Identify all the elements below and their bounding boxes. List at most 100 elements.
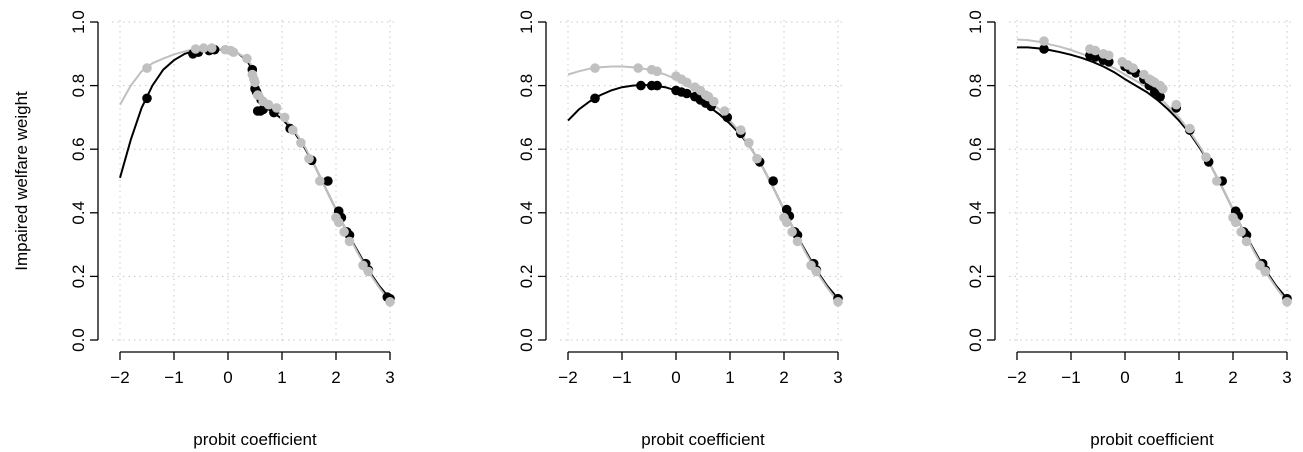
data-point (1212, 176, 1222, 186)
panel-left: −2 −1 0 1 2 3 0.0 0.2 0.4 0.6 0.8 1.0 probit coeffic… (12, 10, 398, 449)
data-point (719, 106, 730, 116)
data-point (315, 176, 325, 186)
series-line (567, 83, 839, 300)
data-point (1171, 99, 1182, 110)
y-tick-label: 0.8 (517, 74, 536, 98)
data-point (736, 125, 746, 135)
y-tick-label: 0.8 (966, 74, 985, 98)
x-tick-label: 3 (385, 368, 394, 387)
y-tick-label: 0.4 (69, 201, 88, 225)
data-point (806, 260, 816, 271)
y-tick-label: 1.0 (966, 10, 985, 34)
data-point (1255, 260, 1265, 271)
data-point (250, 77, 260, 88)
y-axis-title: Impaired welfare weight (12, 91, 31, 271)
x-tick-label: 3 (1282, 368, 1291, 387)
data-point (682, 88, 692, 99)
data-point (1260, 266, 1271, 277)
y-tick-label: 0.4 (966, 201, 985, 225)
data-point (207, 43, 217, 53)
panel-right: −2 −1 0 1 2 3 0.0 0.2 0.4 0.6 0.8 1.0 probit coeffic… (966, 10, 1295, 449)
y-tick-label: 0.0 (517, 328, 536, 352)
data-point (768, 176, 778, 186)
data-point (142, 63, 152, 73)
data-point (1104, 50, 1114, 61)
y-tick-label: 0.2 (517, 265, 536, 289)
x-tick-label: −1 (612, 368, 631, 387)
data-point (385, 297, 395, 307)
data-point (1090, 45, 1101, 56)
data-point (279, 112, 290, 123)
panel-middle: −2 −1 0 1 2 3 0.0 0.2 0.4 0.6 0.8 1.0 probit coeffic… (517, 10, 846, 449)
data-point (228, 47, 239, 57)
y-tick-label: 0.0 (966, 328, 985, 352)
data-point (792, 236, 803, 247)
data-point (271, 103, 282, 113)
data-point (339, 227, 349, 237)
data-point (709, 96, 719, 107)
data-point (363, 266, 374, 277)
data-point (1155, 91, 1165, 102)
x-tick-label: 1 (277, 368, 286, 387)
x-tick-label: −2 (1007, 368, 1026, 387)
x-tick-label: −1 (1061, 368, 1080, 387)
data-point (304, 153, 314, 164)
data-point (1282, 297, 1292, 307)
data-point (752, 153, 762, 164)
x-tick-label: 2 (779, 368, 788, 387)
x-tick-label: −2 (558, 368, 577, 387)
data-point (744, 138, 754, 148)
data-point (682, 77, 692, 88)
data-point (190, 44, 201, 54)
data-point (242, 53, 252, 64)
x-tick-label: 0 (671, 368, 680, 387)
data-point (787, 227, 797, 237)
data-point (1185, 123, 1195, 134)
x-tick-label: 2 (1228, 368, 1237, 387)
data-point (288, 125, 298, 135)
data-point (1201, 152, 1211, 162)
y-tick-label: 0.2 (966, 265, 985, 289)
data-point (590, 93, 600, 104)
data-point (652, 66, 662, 77)
y-tick-label: 0.4 (517, 201, 536, 225)
x-tick-label: 0 (1120, 368, 1129, 387)
data-point (263, 99, 274, 110)
data-point (652, 80, 662, 91)
x-axis-title: probit coefficient (193, 430, 317, 449)
data-point (633, 63, 643, 73)
data-point (296, 138, 306, 148)
data-point (781, 217, 792, 228)
data-point (636, 80, 646, 91)
y-tick-label: 0.2 (69, 265, 88, 289)
y-tick-label: 1.0 (517, 10, 536, 34)
data-point (323, 176, 333, 186)
x-tick-label: −2 (110, 368, 129, 387)
x-tick-label: 0 (223, 368, 232, 387)
data-point (590, 63, 600, 73)
y-tick-label: 0.6 (517, 137, 536, 161)
data-point (833, 297, 843, 307)
y-tick-label: 0.6 (69, 137, 88, 161)
y-tick-label: 1.0 (69, 10, 88, 34)
x-tick-label: 2 (331, 368, 340, 387)
data-point (811, 266, 822, 277)
data-point (1128, 63, 1138, 73)
data-point (1230, 217, 1241, 228)
data-point (142, 93, 152, 104)
data-point (1241, 236, 1252, 247)
data-point (1039, 36, 1049, 46)
data-point (344, 236, 355, 247)
y-tick-label: 0.0 (69, 328, 88, 352)
x-axis-title: probit coefficient (1090, 430, 1214, 449)
data-point (1039, 44, 1049, 54)
data-point (358, 260, 368, 271)
data-point (1158, 84, 1168, 94)
x-tick-label: 1 (725, 368, 734, 387)
data-point (198, 43, 209, 53)
y-tick-label: 0.6 (966, 137, 985, 161)
data-point (333, 217, 344, 228)
x-axis-title: probit coefficient (641, 430, 765, 449)
y-tick-label: 0.8 (69, 74, 88, 98)
